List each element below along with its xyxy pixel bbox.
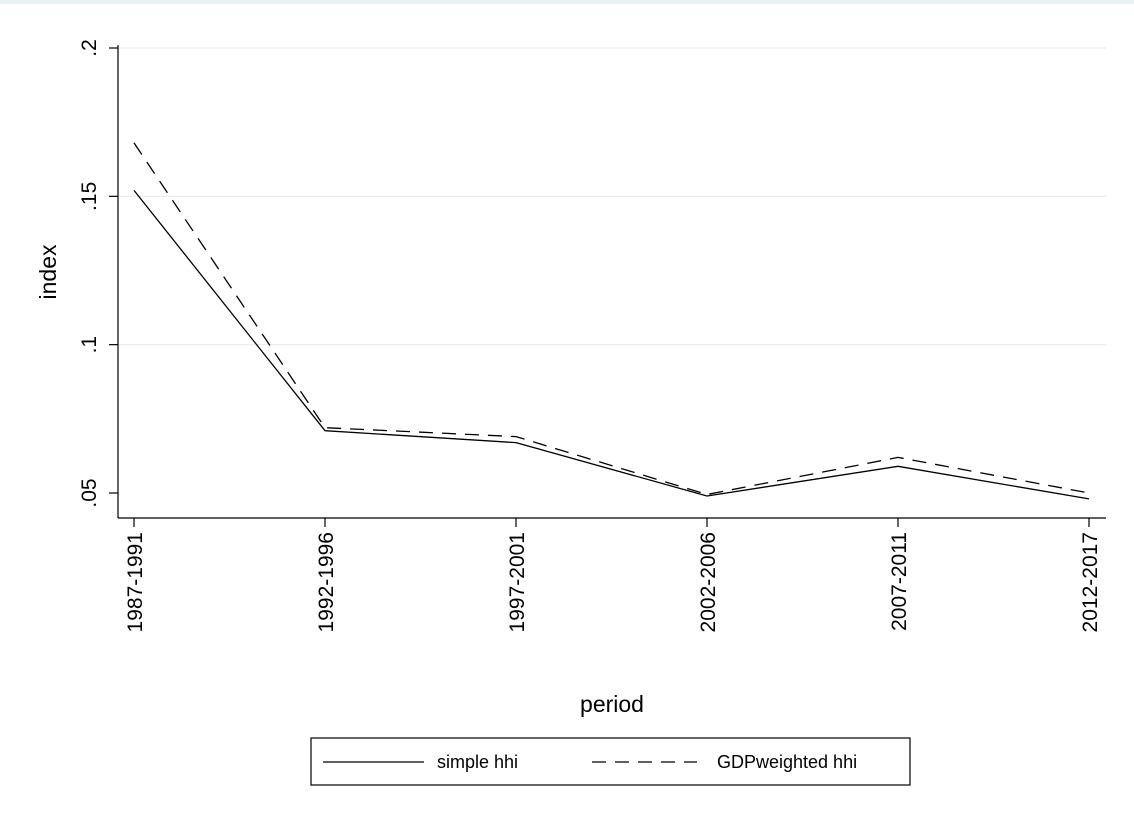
x-tick-label: 1992-1996 bbox=[315, 532, 338, 632]
y-tick-label: .1 bbox=[78, 336, 101, 354]
legend-label-simple-hhi: simple hhi bbox=[437, 752, 518, 772]
y-tick-label: .05 bbox=[78, 478, 101, 507]
grid-lines bbox=[119, 47, 1106, 346]
legend: simple hhi GDPweighted hhi bbox=[310, 737, 911, 786]
y-tick-label: .15 bbox=[78, 182, 101, 211]
axes bbox=[117, 45, 1106, 519]
series-line-gdpweighted-hhi bbox=[133, 142, 1090, 496]
x-tick-label: 2012-2017 bbox=[1079, 532, 1102, 632]
y-tick-label: .2 bbox=[78, 39, 101, 57]
series-line-simple-hhi bbox=[133, 189, 1090, 500]
x-ticks: 1987-1991 1992-1996 1997-2001 2002-2006 2007… bbox=[124, 518, 1102, 632]
top-band bbox=[0, 0, 1134, 4]
y-axis-title: index bbox=[35, 244, 61, 299]
x-axis-title: period bbox=[580, 691, 644, 717]
y-ticks: .05 .1 .15 .2 bbox=[78, 39, 118, 508]
x-tick-label: 2002-2006 bbox=[697, 532, 720, 632]
x-tick-label: 2007-2011 bbox=[888, 532, 911, 631]
series-lines bbox=[133, 142, 1090, 500]
x-tick-label: 1997-2001 bbox=[506, 532, 529, 632]
legend-label-gdpweighted-hhi: GDPweighted hhi bbox=[717, 752, 857, 772]
x-tick-label: 1987-1991 bbox=[124, 532, 147, 632]
